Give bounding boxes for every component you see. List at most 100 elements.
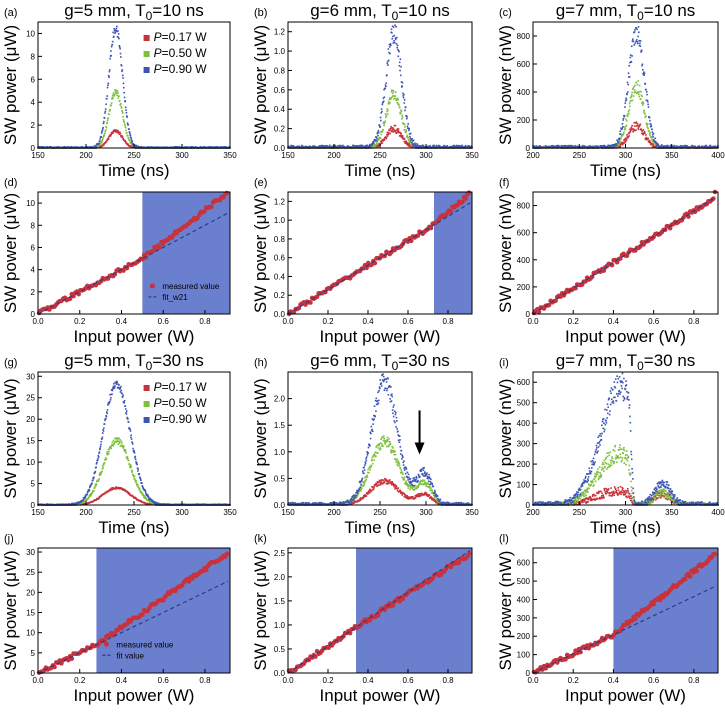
data-point	[125, 111, 128, 114]
data-point	[627, 135, 629, 138]
data-point	[631, 99, 634, 102]
data-point	[427, 145, 429, 148]
data-point	[110, 134, 112, 137]
data-point	[401, 118, 403, 120]
data-point	[93, 145, 96, 147]
data-point	[651, 142, 653, 145]
data-point	[634, 84, 636, 87]
data-point	[396, 129, 398, 131]
data-point	[633, 121, 636, 124]
data-point	[157, 146, 159, 148]
data-point	[582, 144, 584, 147]
data-point	[625, 118, 627, 121]
data-point	[629, 129, 632, 132]
data-point	[646, 93, 648, 96]
data-point	[128, 131, 131, 133]
data-point	[652, 132, 655, 135]
data-point	[365, 146, 368, 148]
data-point	[640, 50, 643, 52]
data-point	[442, 146, 445, 149]
series-P-0.90-W	[532, 26, 719, 149]
data-point	[386, 131, 389, 134]
data-point	[631, 55, 633, 57]
data-point	[377, 129, 380, 132]
data-point	[630, 99, 632, 102]
legend-entry: P=0.50 W	[154, 46, 208, 60]
data-point	[404, 130, 407, 133]
data-point	[633, 44, 636, 46]
data-point	[619, 141, 622, 143]
data-point	[123, 91, 125, 94]
data-point	[109, 57, 111, 60]
data-point	[394, 124, 397, 127]
data-point	[130, 142, 133, 145]
y-tick-label: 8	[31, 52, 36, 61]
data-point	[383, 124, 385, 127]
data-point	[629, 128, 631, 131]
data-point	[101, 138, 104, 140]
data-point	[394, 38, 397, 41]
data-point	[401, 136, 403, 138]
data-point	[387, 101, 390, 103]
data-point	[121, 112, 124, 114]
data-point	[390, 90, 393, 93]
x-axis-label: Time (ns)	[98, 161, 169, 180]
data-point	[636, 124, 639, 127]
y-axis-label: SW power (μW)	[1, 25, 20, 145]
y-tick-label: 0.0	[274, 144, 286, 153]
data-point	[383, 88, 385, 91]
data-point	[406, 125, 409, 128]
data-point	[409, 137, 412, 140]
data-point	[399, 131, 401, 134]
data-point	[105, 126, 108, 129]
data-point	[403, 93, 405, 96]
data-point	[115, 25, 118, 28]
data-point	[372, 141, 374, 143]
data-point	[639, 45, 642, 47]
data-point	[105, 140, 108, 143]
data-point	[636, 83, 639, 86]
data-point	[103, 134, 106, 137]
data-point	[103, 120, 105, 123]
data-point	[628, 64, 631, 67]
data-point	[117, 36, 120, 39]
data-point	[98, 140, 101, 142]
data-point	[127, 135, 129, 137]
data-point	[391, 130, 393, 132]
data-point	[647, 106, 650, 108]
data-point	[359, 144, 362, 147]
data-point	[369, 146, 372, 149]
data-point	[125, 142, 128, 144]
data-point	[641, 132, 644, 134]
data-point	[110, 54, 113, 57]
y-tick-label: 400	[517, 88, 531, 97]
data-point	[407, 137, 409, 139]
data-point	[119, 47, 121, 50]
data-point	[390, 98, 392, 100]
data-point	[113, 27, 116, 30]
data-point	[394, 24, 396, 27]
data-point	[391, 96, 394, 98]
data-point	[392, 127, 394, 129]
data-point	[429, 144, 431, 147]
data-point	[332, 146, 335, 148]
data-point	[124, 140, 127, 143]
data-point	[398, 65, 401, 67]
data-point	[664, 145, 666, 147]
data-point	[408, 133, 411, 135]
data-point	[383, 121, 386, 124]
data-point	[120, 107, 123, 109]
data-point	[637, 26, 640, 28]
x-tick-label: 300	[619, 151, 633, 160]
data-point	[121, 136, 124, 138]
data-point	[452, 145, 455, 147]
data-point	[120, 102, 122, 105]
data-point	[401, 134, 403, 137]
data-point	[639, 123, 642, 126]
data-point	[639, 40, 642, 42]
x-tick-label: 250	[127, 151, 141, 160]
data-point	[386, 133, 388, 136]
data-point	[589, 145, 591, 147]
